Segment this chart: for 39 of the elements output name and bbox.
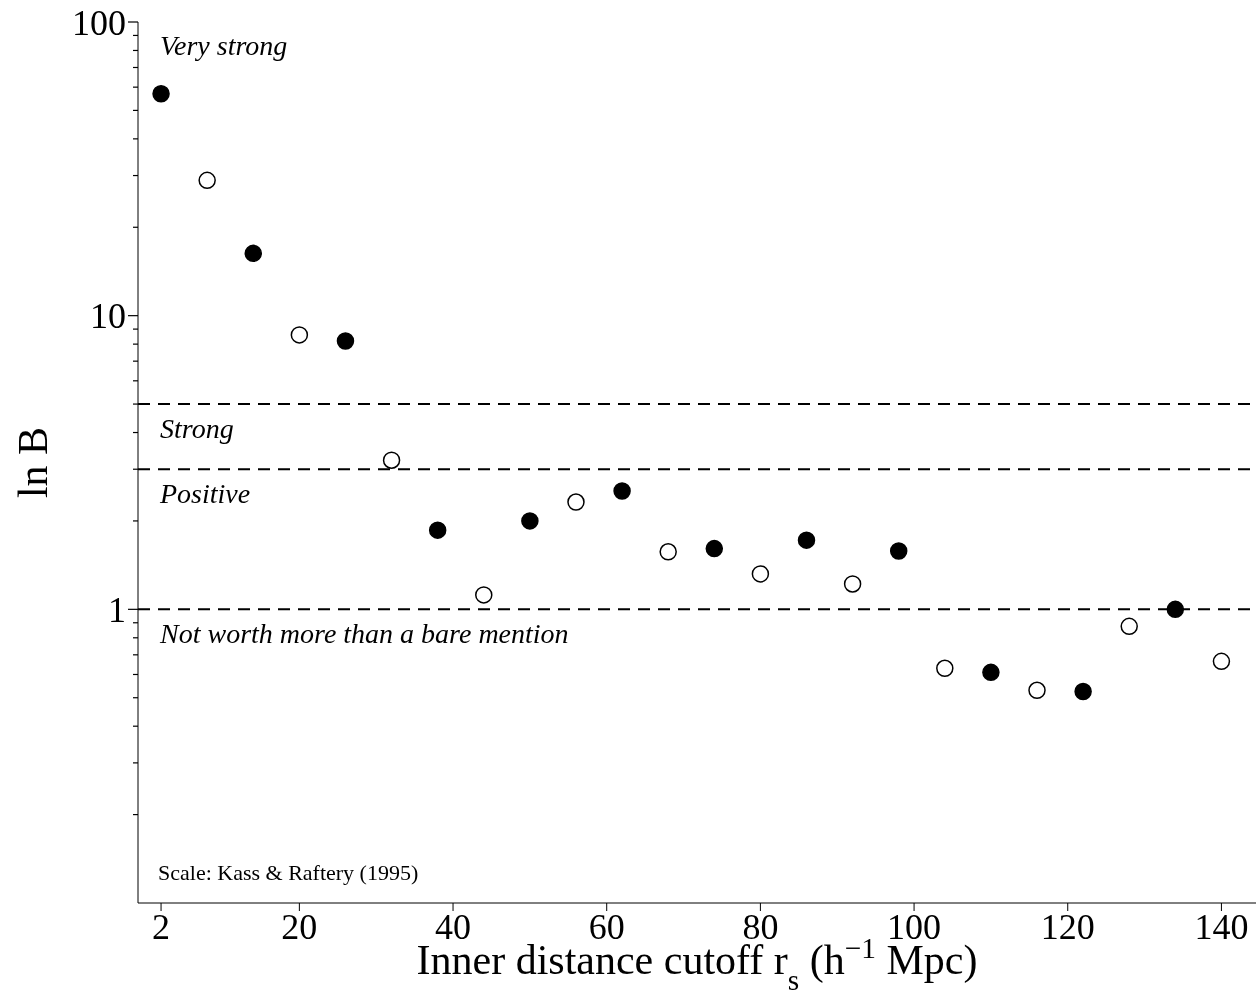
point — [382, 451, 401, 469]
y-tick-label: 10 — [90, 296, 126, 337]
x-tick-label: 60 — [588, 906, 625, 947]
point — [521, 512, 539, 530]
point — [705, 539, 724, 558]
ref-line-label: Positive — [159, 478, 251, 510]
point — [290, 326, 309, 344]
point — [152, 84, 170, 103]
annotation: Very strong — [160, 30, 288, 62]
point — [1120, 617, 1138, 636]
annotation: Scale: Kass & Raftery (1995) — [158, 860, 419, 886]
point — [889, 542, 908, 560]
point — [843, 575, 862, 593]
point — [1028, 681, 1046, 700]
x-tick-label: 20 — [281, 906, 318, 947]
point — [1074, 682, 1092, 701]
y-tick-label: 100 — [72, 2, 126, 43]
point — [198, 171, 216, 190]
x-tick-label: 100 — [887, 906, 942, 947]
point — [797, 531, 816, 549]
x-tick-label: 140 — [1194, 906, 1249, 947]
point — [428, 521, 447, 539]
ref-line-label: Strong — [160, 413, 234, 445]
point — [336, 332, 355, 350]
ref-line-label: Not worth more than a bare mention — [159, 618, 569, 650]
point — [475, 586, 493, 604]
y-tick-label: 1 — [108, 589, 126, 630]
point — [567, 493, 585, 511]
point — [751, 565, 770, 583]
point — [244, 244, 263, 263]
point — [1212, 652, 1231, 671]
point — [1166, 600, 1185, 619]
point — [936, 659, 954, 678]
x-tick-label: 2 — [152, 906, 171, 947]
x-tick-label: 120 — [1040, 906, 1095, 947]
point — [982, 663, 1000, 682]
point — [613, 482, 631, 500]
point — [659, 543, 677, 561]
y-axis-title: ln B — [9, 426, 56, 499]
